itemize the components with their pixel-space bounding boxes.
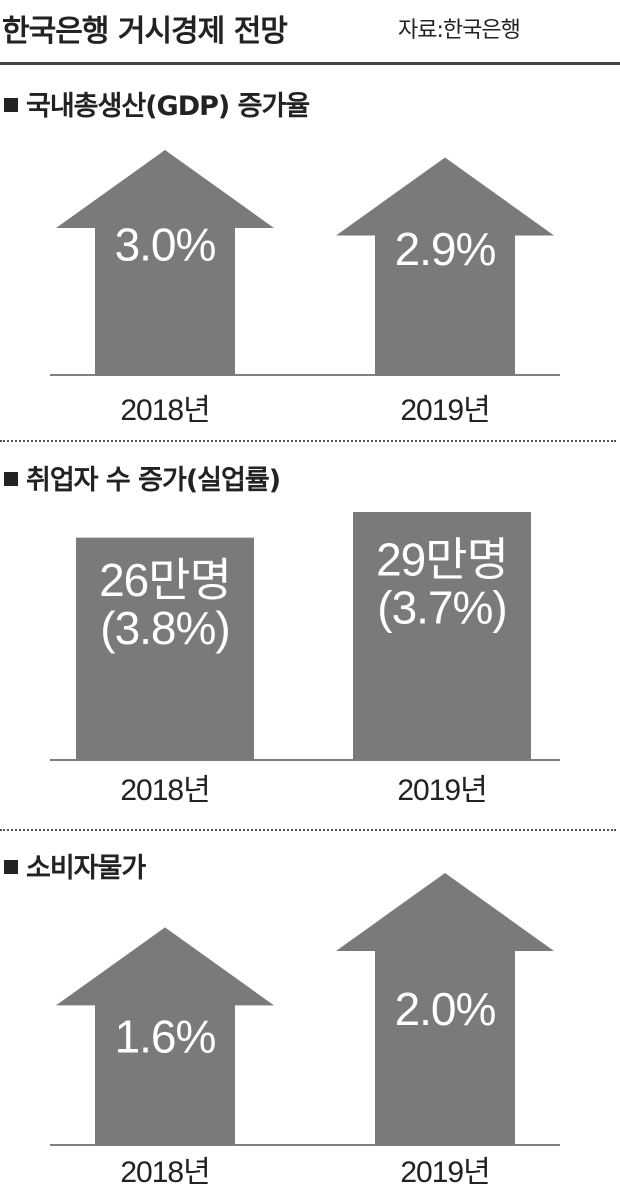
arrow-bar [336,873,554,1145]
section-title-text: 취업자 수 증가(실업률) [26,465,281,496]
arrow-bar [336,157,554,375]
chart-cpi: 1.6% 2018년 2.0% 2019년 [50,873,560,1189]
chart-gdp: 3.0% 2018년 2.9% 2019년 [50,150,560,427]
data-label: (3.7%) [377,582,506,634]
arrow-bar [56,927,274,1145]
tick-label: 2019년 [400,1156,489,1189]
square-bullet-icon [4,471,18,486]
bar [76,537,254,760]
data-label: 1.6% [115,1010,216,1062]
section-title-employment: 취업자 수 증가(실업률) [4,458,281,497]
bar [353,512,531,760]
tick-label: 2018년 [120,774,209,807]
square-bullet-icon [4,97,18,112]
data-label: (3.8%) [100,602,229,654]
tick-label: 2018년 [120,1156,209,1189]
data-label: 2.9% [395,223,496,275]
section-divider [0,440,616,442]
source-note: 자료:한국은행 [398,18,521,43]
section-divider [0,829,616,831]
tick-label: 2019년 [400,394,489,427]
data-label: 26만명 [99,554,231,606]
header-divider [0,62,620,65]
section-title-gdp: 국내총생산(GDP) 증가율 [4,84,310,123]
square-bullet-icon [4,859,18,874]
header: 한국은행 거시경제 전망 자료:한국은행 [0,0,620,62]
data-label: 29만명 [376,534,508,586]
chart-employment: 26만명(3.8%) 2018년 29만명(3.7%) 2019년 [50,512,560,807]
data-label: 2.0% [395,983,496,1035]
section-title-text: 소비자물가 [26,853,146,884]
page-title: 한국은행 거시경제 전망 [2,14,288,49]
tick-label: 2018년 [120,394,209,427]
section-title-text: 국내총생산(GDP) 증가율 [26,91,310,122]
arrow-bar [56,150,274,375]
tick-label: 2019년 [397,774,486,807]
section-title-cpi: 소비자물가 [4,846,146,885]
data-label: 3.0% [115,219,216,271]
